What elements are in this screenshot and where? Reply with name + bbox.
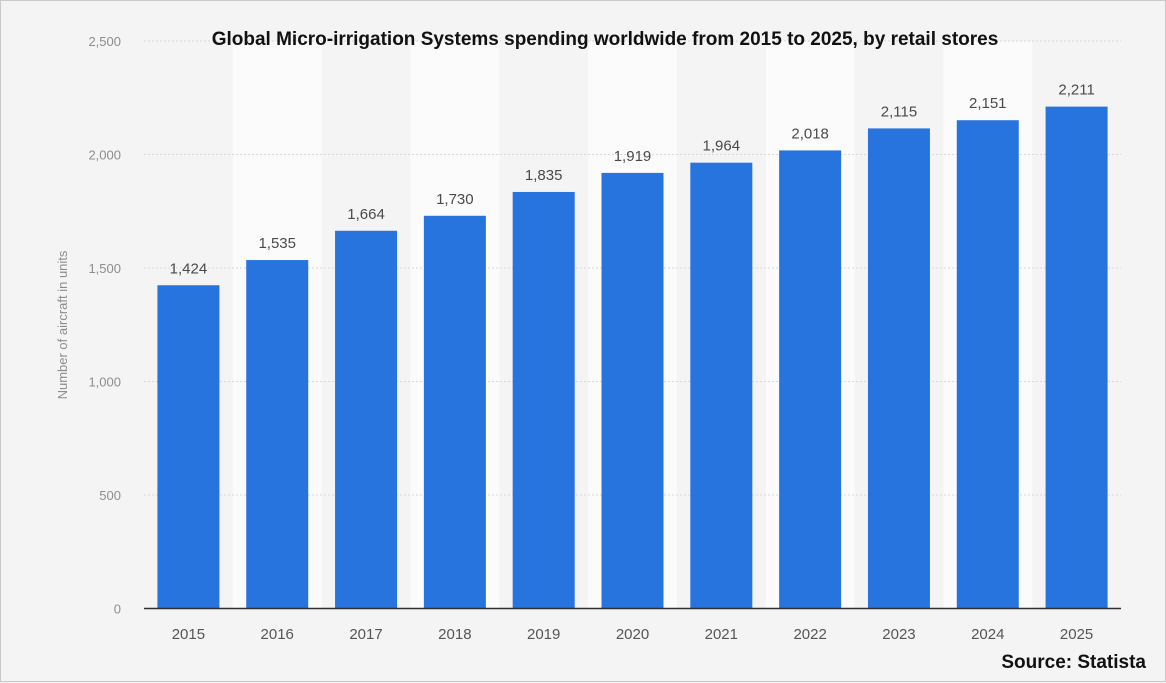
x-tick-label: 2019 — [527, 626, 560, 643]
data-label: 1,535 — [258, 235, 296, 252]
x-tick-label: 2021 — [705, 626, 738, 643]
source-label: Source: Statista — [1001, 652, 1146, 673]
bar — [157, 285, 220, 609]
bar — [335, 230, 398, 609]
bar — [423, 215, 486, 609]
x-tick-label: 2020 — [616, 626, 649, 643]
y-tick-label: 1,000 — [88, 375, 121, 390]
data-labels: 1,424 1,535 1,664 1,730 1,835 1,919 1,964 2,018… — [170, 82, 1095, 278]
x-tick-label: 2022 — [793, 626, 826, 643]
y-tick-label: 2,500 — [88, 34, 121, 49]
data-label: 1,664 — [347, 206, 385, 223]
x-axis-ticks: 2015 2016 2017 2018 2019 2020 2021 2022 2023 2024… — [172, 626, 1094, 643]
bar — [512, 191, 575, 609]
data-label: 2,115 — [881, 103, 917, 120]
y-tick-label: 1,500 — [88, 261, 121, 276]
x-tick-label: 2017 — [349, 626, 382, 643]
data-label: 1,730 — [436, 191, 474, 208]
bar — [956, 120, 1019, 609]
bar — [690, 162, 753, 609]
data-label: 1,424 — [170, 260, 208, 277]
chart-title: Global Micro-irrigation Systems spending… — [212, 29, 999, 50]
bar — [779, 150, 842, 609]
bars — [157, 106, 1108, 609]
bar — [1045, 106, 1108, 609]
data-label: 1,835 — [525, 167, 563, 184]
x-tick-label: 2025 — [1060, 626, 1093, 643]
x-tick-label: 2015 — [172, 626, 205, 643]
data-label: 1,919 — [614, 148, 652, 165]
y-axis-title: Number of aircraft in units — [55, 250, 70, 399]
y-axis-ticks: 0 500 1,000 1,500 2,000 2,500 — [88, 34, 121, 617]
y-tick-label: 0 — [114, 602, 121, 617]
y-tick-label: 2,000 — [88, 148, 121, 163]
data-label: 2,018 — [791, 125, 829, 142]
data-label: 2,211 — [1058, 82, 1094, 99]
bar — [246, 260, 309, 609]
x-tick-label: 2023 — [882, 626, 915, 643]
x-tick-label: 2018 — [438, 626, 471, 643]
data-label: 1,964 — [703, 138, 741, 155]
y-tick-label: 500 — [99, 488, 121, 503]
x-tick-label: 2016 — [261, 626, 294, 643]
bar — [867, 128, 930, 609]
bar — [601, 172, 664, 609]
data-label: 2,151 — [969, 95, 1007, 112]
x-tick-label: 2024 — [971, 626, 1004, 643]
